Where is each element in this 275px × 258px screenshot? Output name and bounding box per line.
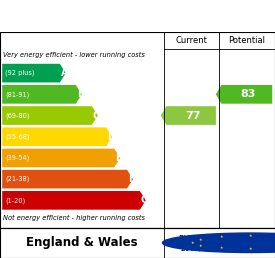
Text: B: B (77, 89, 84, 99)
Text: (39-54): (39-54) (5, 155, 29, 161)
Text: (92 plus): (92 plus) (5, 70, 34, 76)
Text: D: D (107, 132, 115, 142)
Text: C: C (93, 110, 100, 120)
Text: ★: ★ (220, 235, 223, 239)
Polygon shape (2, 191, 146, 210)
Text: ★: ★ (199, 238, 202, 241)
Text: E: E (115, 153, 122, 163)
Text: (1-20): (1-20) (5, 197, 25, 204)
Text: EU Directive: EU Directive (179, 235, 226, 244)
Polygon shape (2, 149, 120, 167)
Polygon shape (2, 85, 82, 104)
Polygon shape (2, 170, 133, 189)
Text: (21-38): (21-38) (5, 176, 29, 182)
Text: Potential: Potential (228, 36, 265, 45)
Text: G: G (141, 195, 149, 205)
Text: Current: Current (175, 36, 207, 45)
Text: England & Wales: England & Wales (26, 236, 138, 249)
Text: Energy Efficiency Rating: Energy Efficiency Rating (8, 9, 210, 24)
Text: (55-68): (55-68) (5, 133, 30, 140)
Text: (69-80): (69-80) (5, 112, 29, 119)
Text: 83: 83 (241, 89, 256, 99)
Polygon shape (2, 106, 98, 125)
Text: A: A (61, 68, 68, 78)
Text: 2002/91/EC: 2002/91/EC (181, 244, 225, 253)
Polygon shape (2, 127, 112, 146)
Circle shape (163, 233, 275, 253)
Text: (81-91): (81-91) (5, 91, 29, 98)
Polygon shape (2, 64, 66, 83)
Text: Very energy efficient - lower running costs: Very energy efficient - lower running co… (3, 52, 145, 58)
Text: Not energy efficient - higher running costs: Not energy efficient - higher running co… (3, 215, 145, 221)
Polygon shape (161, 106, 216, 125)
Text: ★: ★ (199, 244, 202, 248)
Text: ★: ★ (249, 247, 252, 251)
Text: ★: ★ (249, 234, 252, 238)
Polygon shape (216, 85, 272, 104)
Text: F: F (128, 174, 135, 184)
Text: 77: 77 (185, 110, 200, 120)
Text: ★: ★ (191, 241, 194, 245)
Text: ★: ★ (220, 246, 223, 250)
